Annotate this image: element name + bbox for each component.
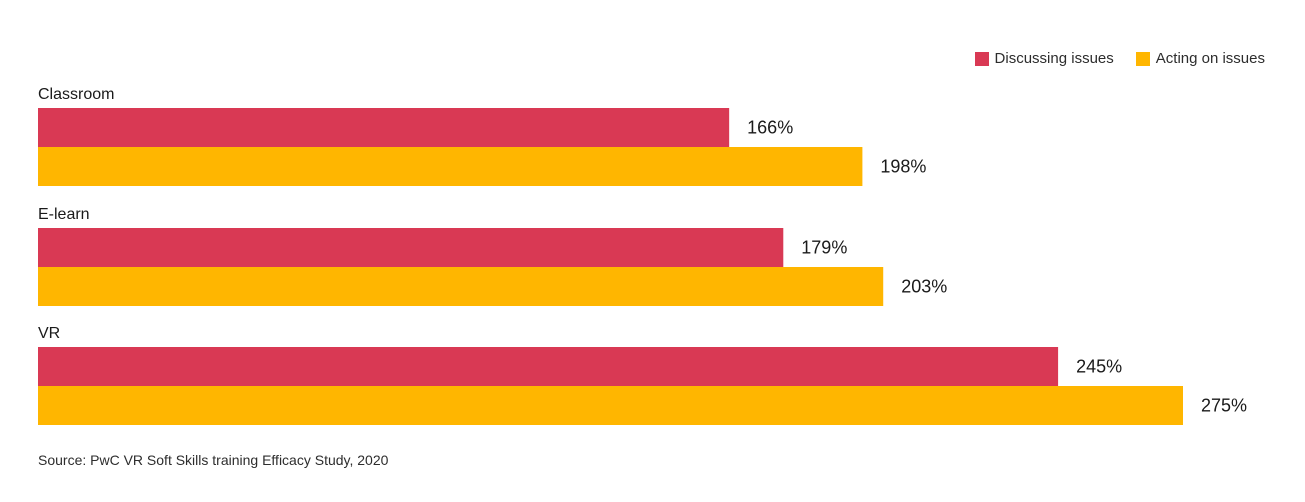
legend-swatch-acting xyxy=(1135,51,1150,66)
bar-acting-vr xyxy=(38,386,1183,425)
data-label: 179% xyxy=(801,238,847,258)
data-label: 166% xyxy=(747,118,793,138)
legend-item-acting: Acting on issues xyxy=(1135,50,1265,67)
source-note: Source: PwC VR Soft Skills training Effi… xyxy=(38,452,389,468)
bar-acting-classroom xyxy=(38,147,863,186)
data-label: 275% xyxy=(1201,396,1247,416)
category-label: VR xyxy=(38,325,60,342)
bar-discussing-vr xyxy=(38,347,1059,386)
data-label: 245% xyxy=(1076,357,1122,377)
chart-legend: Discussing issues Acting on issues xyxy=(974,50,1265,67)
category-label: E-learn xyxy=(38,206,90,223)
legend-label-acting: Acting on issues xyxy=(1155,50,1265,67)
bar-discussing-e-learn xyxy=(38,228,784,267)
legend-swatch-discussing xyxy=(974,51,989,66)
bar-discussing-classroom xyxy=(38,108,730,147)
category-label: Classroom xyxy=(38,86,114,103)
data-label: 203% xyxy=(901,277,947,297)
legend-label-discussing: Discussing issues xyxy=(994,50,1114,67)
bar-acting-e-learn xyxy=(38,267,884,306)
legend-item-discussing: Discussing issues xyxy=(974,50,1114,67)
data-label: 198% xyxy=(880,157,926,177)
